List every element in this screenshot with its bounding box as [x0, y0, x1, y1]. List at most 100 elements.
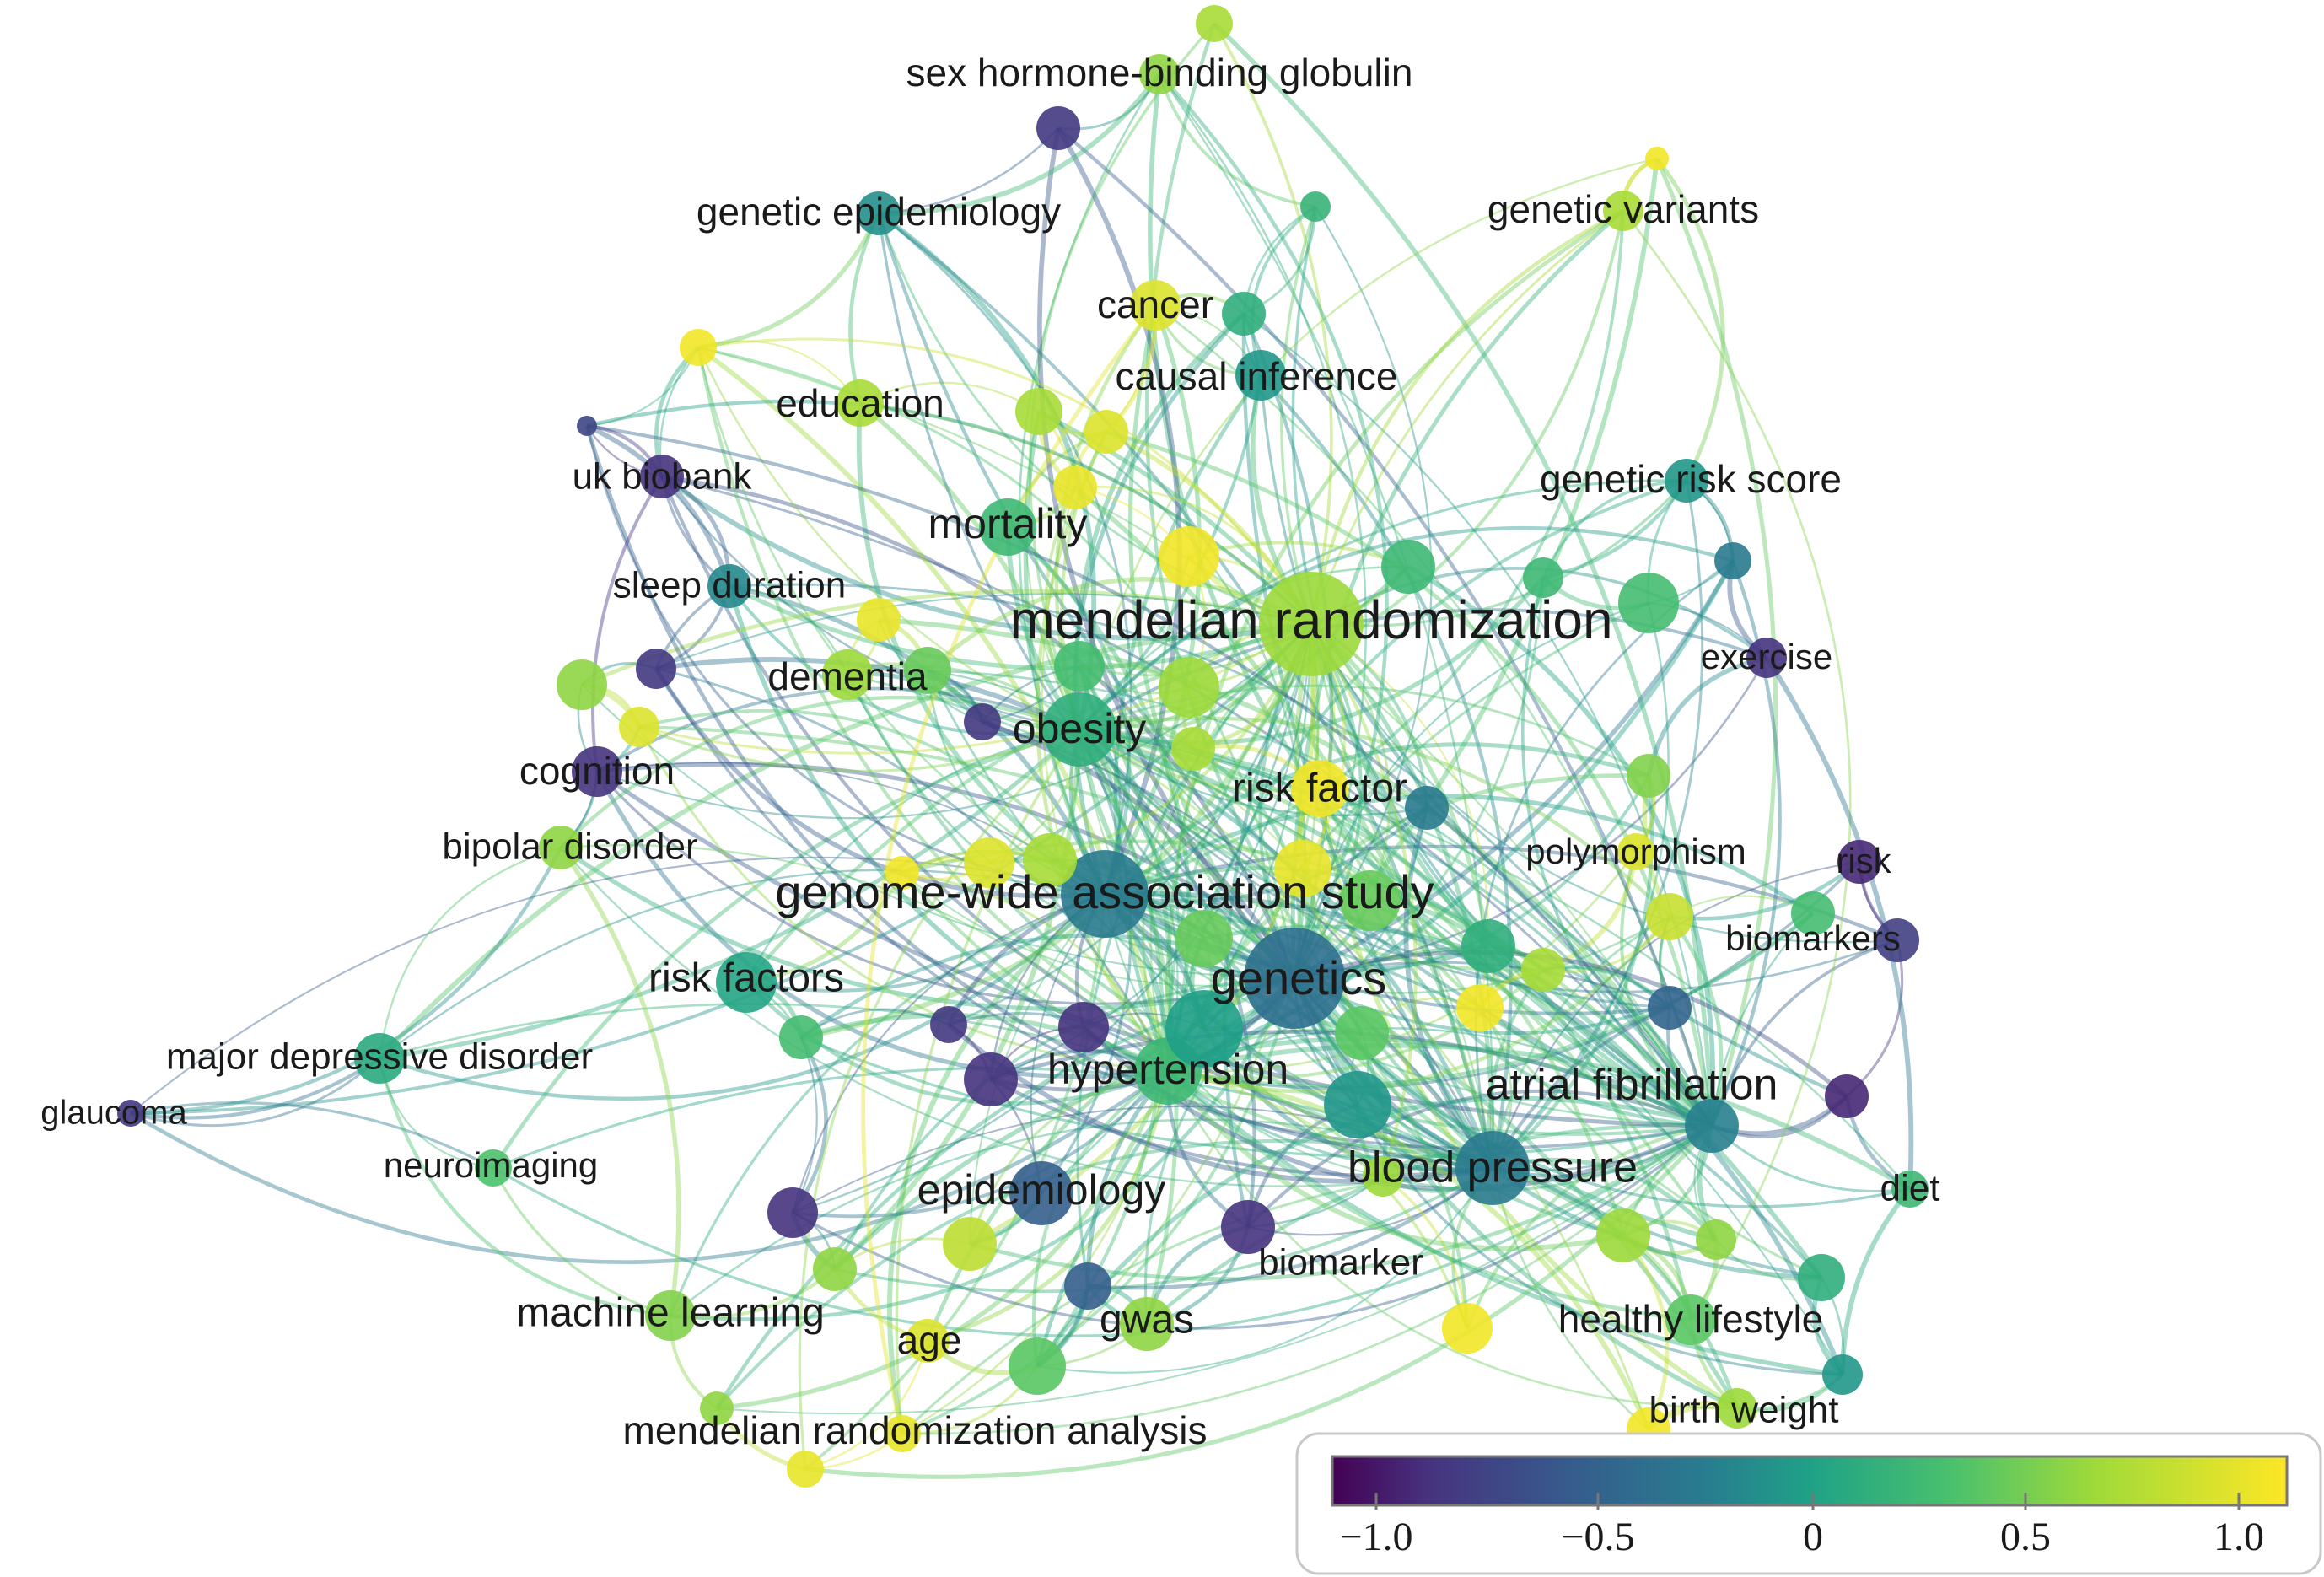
keyword-node-n54[interactable]: [700, 1391, 734, 1425]
keyword-label-mortality[interactable]: mortality: [928, 500, 1088, 547]
keyword-label-neuroimaging[interactable]: neuroimaging: [384, 1145, 599, 1185]
keyword-label-riskfactor[interactable]: risk factor: [1232, 767, 1407, 811]
keyword-node-gwas_full[interactable]: [1061, 850, 1149, 938]
keyword-node-n14[interactable]: [1714, 542, 1751, 579]
keyword-label-mra[interactable]: mendelian randomization analysis: [623, 1408, 1208, 1452]
keyword-node-gwas[interactable]: [1120, 1297, 1174, 1351]
keyword-node-n40[interactable]: [1324, 1071, 1391, 1138]
keyword-node-riskfactor[interactable]: [1291, 760, 1348, 817]
keyword-node-causal[interactable]: [1235, 350, 1286, 401]
keyword-node-n0[interactable]: [1196, 5, 1233, 42]
keyword-label-sleep[interactable]: sleep duration: [613, 565, 846, 606]
keyword-node-n51[interactable]: [1798, 1254, 1845, 1301]
keyword-label-epidemiology[interactable]: epidemiology: [917, 1166, 1166, 1214]
keyword-node-risk[interactable]: [1837, 840, 1881, 884]
keyword-node-n42[interactable]: [1825, 1074, 1869, 1118]
keyword-label-age[interactable]: age: [897, 1318, 962, 1362]
keyword-label-riskfactors[interactable]: risk factors: [648, 956, 844, 1001]
keyword-node-n55[interactable]: [787, 1451, 824, 1488]
keyword-node-n17[interactable]: [904, 647, 951, 694]
keyword-node-n58[interactable]: [1627, 754, 1670, 798]
keyword-node-mdd[interactable]: [354, 1033, 405, 1084]
keyword-node-af[interactable]: [1685, 1099, 1739, 1153]
keyword-label-obesity[interactable]: obesity: [1013, 705, 1146, 752]
keyword-node-education[interactable]: [837, 379, 884, 427]
keyword-node-n56[interactable]: [1696, 1219, 1736, 1260]
keyword-node-n23[interactable]: [1405, 786, 1449, 830]
keyword-label-healthy[interactable]: healthy lifestyle: [1558, 1297, 1824, 1341]
keyword-node-age[interactable]: [906, 1319, 950, 1363]
keyword-node-sleep[interactable]: [707, 564, 751, 608]
keyword-node-bp[interactable]: [1455, 1131, 1530, 1205]
keyword-label-birthweight[interactable]: birth weight: [1649, 1390, 1838, 1431]
keyword-node-n7[interactable]: [1053, 466, 1097, 509]
keyword-label-polymorphism[interactable]: polymorphism: [1525, 832, 1746, 871]
keyword-label-mr[interactable]: mendelian randomization: [1009, 589, 1612, 650]
keyword-node-n44[interactable]: [767, 1187, 818, 1238]
keyword-node-n15[interactable]: [1054, 641, 1105, 692]
keyword-node-healthy[interactable]: [1665, 1294, 1716, 1345]
keyword-node-obesity[interactable]: [1042, 692, 1116, 767]
keyword-label-hypertension[interactable]: hypertension: [1047, 1046, 1288, 1093]
keyword-node-n32[interactable]: [1791, 891, 1835, 935]
keyword-node-geneticvariants[interactable]: [1603, 191, 1643, 231]
keyword-node-n46[interactable]: [943, 1217, 997, 1271]
keyword-node-n37[interactable]: [930, 1006, 967, 1043]
keyword-label-bp[interactable]: blood pressure: [1348, 1144, 1638, 1192]
keyword-node-grs[interactable]: [1665, 459, 1708, 503]
keyword-node-n10[interactable]: [1381, 540, 1435, 594]
keyword-node-n8[interactable]: [680, 329, 717, 366]
keyword-node-n4[interactable]: [1222, 292, 1266, 336]
keyword-node-epidemiology[interactable]: [1009, 1161, 1073, 1225]
keyword-node-n59[interactable]: [1521, 948, 1565, 992]
keyword-node-n28[interactable]: [1340, 870, 1401, 931]
keyword-label-ukbiobank[interactable]: uk biobank: [573, 456, 753, 498]
keyword-node-n39[interactable]: [964, 1052, 1018, 1106]
keyword-node-n18[interactable]: [557, 659, 607, 710]
keyword-node-n24[interactable]: [1023, 833, 1077, 887]
keyword-node-mr[interactable]: [1259, 572, 1364, 676]
keyword-node-ukbiobank[interactable]: [640, 455, 684, 498]
keyword-node-n35[interactable]: [1456, 984, 1504, 1031]
keyword-node-n49[interactable]: [1442, 1303, 1493, 1354]
keyword-node-n22[interactable]: [1171, 727, 1215, 771]
keyword-node-n5[interactable]: [1015, 388, 1062, 435]
keyword-node-n33[interactable]: [1165, 990, 1243, 1068]
keyword-node-dementia[interactable]: [822, 649, 873, 700]
keyword-label-education[interactable]: education: [776, 381, 944, 425]
keyword-node-ml[interactable]: [645, 1290, 696, 1341]
keyword-node-polymorphism[interactable]: [1617, 833, 1654, 870]
keyword-node-n2[interactable]: [1300, 191, 1331, 222]
keyword-node-glaucoma[interactable]: [117, 1100, 144, 1127]
keyword-label-gwas[interactable]: gwas: [1100, 1298, 1194, 1343]
keyword-node-n31[interactable]: [1646, 893, 1693, 940]
keyword-node-n48[interactable]: [1009, 1337, 1066, 1395]
keyword-label-cancer[interactable]: cancer: [1097, 283, 1213, 326]
keyword-node-genetics[interactable]: [1244, 928, 1345, 1029]
keyword-label-geneticvariants[interactable]: genetic variants: [1487, 187, 1759, 231]
keyword-label-biomarkers[interactable]: biomarkers: [1725, 918, 1901, 958]
keyword-node-n19[interactable]: [636, 649, 676, 689]
keyword-node-cancer[interactable]: [1130, 280, 1181, 331]
keyword-node-n27[interactable]: [1274, 840, 1331, 897]
keyword-node-n13[interactable]: [857, 598, 901, 642]
keyword-label-biomarker[interactable]: biomarker: [1258, 1242, 1423, 1284]
keyword-node-exercise[interactable]: [1746, 638, 1787, 678]
keyword-label-bipolar[interactable]: bipolar disorder: [442, 826, 697, 868]
keyword-node-n16[interactable]: [1159, 657, 1219, 718]
keyword-node-n38[interactable]: [1058, 1002, 1109, 1052]
keyword-label-risk[interactable]: risk: [1836, 841, 1891, 880]
keyword-label-exercise[interactable]: exercise: [1701, 637, 1832, 676]
keyword-label-grs[interactable]: genetic risk score: [1540, 457, 1842, 501]
keyword-node-biomarker[interactable]: [1221, 1200, 1275, 1254]
keyword-node-n30[interactable]: [1461, 919, 1515, 973]
keyword-node-mortality[interactable]: [979, 498, 1036, 556]
keyword-node-diet[interactable]: [1891, 1171, 1929, 1208]
keyword-node-n36[interactable]: [779, 1015, 823, 1059]
keyword-node-n25[interactable]: [964, 837, 1014, 888]
keyword-node-n1[interactable]: [1036, 106, 1080, 150]
keyword-label-shbg[interactable]: sex hormone-binding globulin: [906, 51, 1413, 94]
keyword-node-n47[interactable]: [1064, 1262, 1111, 1310]
keyword-node-n29[interactable]: [1175, 910, 1233, 967]
keyword-node-n34[interactable]: [1335, 1006, 1389, 1060]
